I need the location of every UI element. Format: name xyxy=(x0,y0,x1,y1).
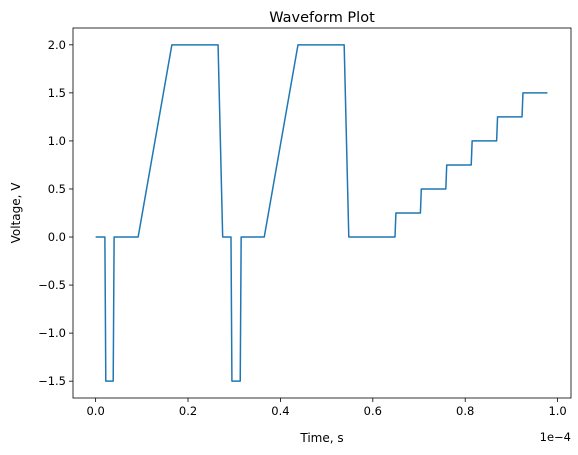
y-tick-label: −1.0 xyxy=(38,326,66,340)
x-tick-label: 0.8 xyxy=(456,404,474,418)
x-axis-ticks: 0.0 0.2 0.4 0.6 0.8 1.0 xyxy=(86,398,567,418)
x-tick-label: 0.4 xyxy=(271,404,289,418)
waveform-series-line xyxy=(95,44,548,382)
x-tick-label: 1.0 xyxy=(548,404,566,418)
plot-frame xyxy=(72,27,572,399)
x-axis-offset-label: 1e−4 xyxy=(540,430,571,444)
y-tick-label: −1.5 xyxy=(38,374,66,388)
y-tick-label: 2.0 xyxy=(48,38,66,52)
y-axis-label: Voltage, V xyxy=(9,182,23,244)
y-tick-label: 1.0 xyxy=(48,134,66,148)
y-tick-label: 0.5 xyxy=(48,182,66,196)
x-tick-label: 0.6 xyxy=(364,404,382,418)
y-tick-label: 0.0 xyxy=(48,230,66,244)
chart-title: Waveform Plot xyxy=(269,10,375,26)
x-axis-label: Time, s xyxy=(299,431,343,445)
y-tick-label: 1.5 xyxy=(48,86,66,100)
y-tick-label: −0.5 xyxy=(38,278,66,292)
x-tick-label: 0.2 xyxy=(179,404,197,418)
y-axis-ticks: −1.5 −1.0 −0.5 0.0 0.5 1.0 1.5 2.0 xyxy=(38,38,73,388)
x-tick-label: 0.0 xyxy=(86,404,104,418)
